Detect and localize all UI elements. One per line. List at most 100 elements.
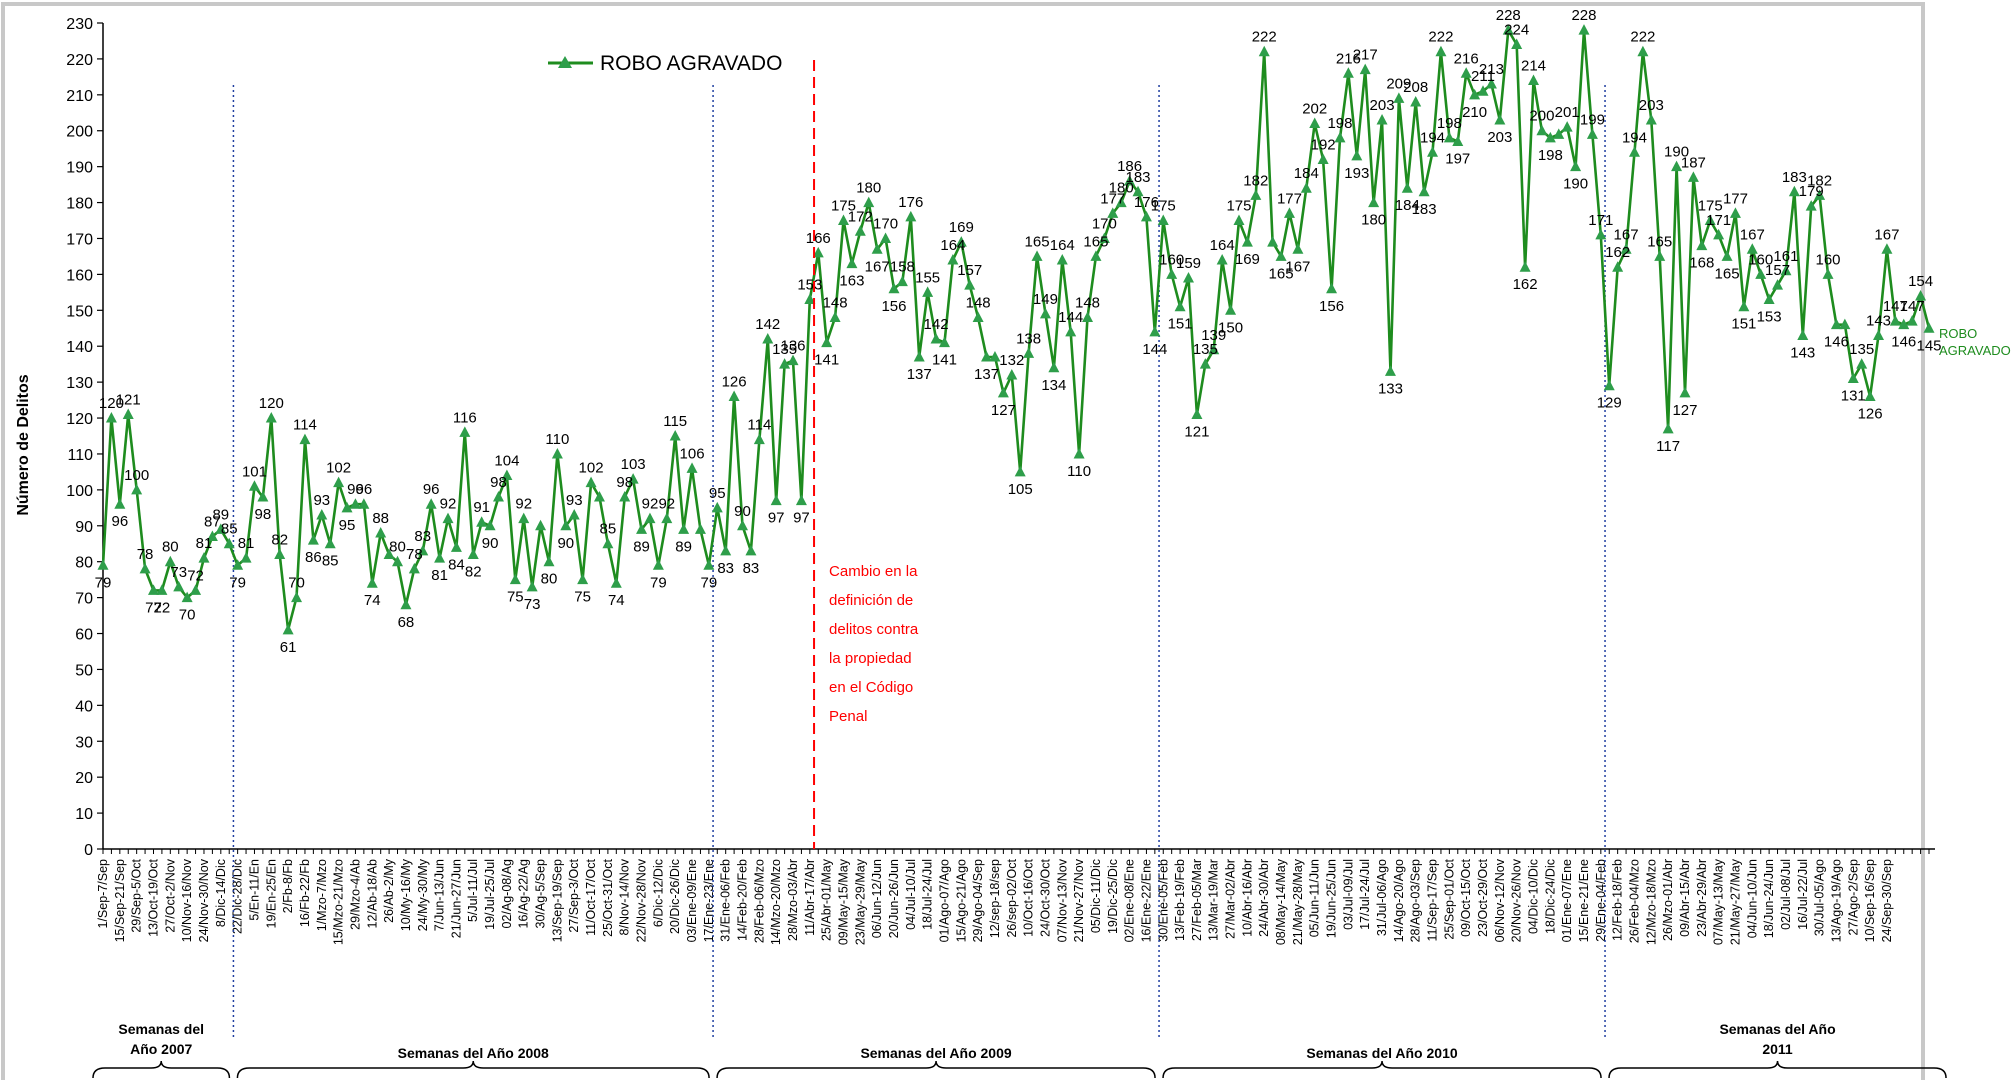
- data-point: [307, 534, 319, 545]
- data-point: [888, 282, 900, 294]
- data-label: 91: [473, 499, 490, 516]
- data-label: 177: [1723, 190, 1748, 207]
- data-point: [997, 386, 1009, 398]
- x-tick-label: 10/My-16/My: [399, 858, 413, 931]
- y-tick-label: 100: [66, 483, 93, 500]
- data-point: [1553, 128, 1565, 139]
- x-tick-label: 08/May-14/May: [1274, 858, 1288, 945]
- plot-frame: [1, 2, 1925, 1080]
- data-point: [1233, 214, 1245, 226]
- data-label: 216: [1454, 50, 1479, 67]
- x-tick-label: 29/Ago-04/Sep: [971, 859, 985, 942]
- data-point: [442, 512, 454, 524]
- data-label: 170: [1092, 215, 1117, 232]
- x-tick-label: 09/Oct-15/Oct: [1459, 858, 1473, 936]
- data-point: [1536, 124, 1548, 136]
- data-point: [1881, 243, 1893, 254]
- data-point: [947, 254, 959, 265]
- data-label: 183: [1412, 201, 1437, 218]
- data-point: [1687, 171, 1699, 182]
- data-label: 145: [1916, 337, 1941, 354]
- x-tick-label: 29/Sep-5/Oct: [130, 858, 144, 932]
- data-label: 61: [280, 639, 297, 656]
- x-tick-label: 13/Sep-19/Sep: [550, 859, 564, 942]
- data-label: 156: [881, 298, 906, 315]
- data-label: 92: [642, 496, 659, 513]
- x-tick-label: 10/Abr-16/Abr: [1240, 859, 1254, 937]
- x-tick-label: 10/Oct-16/Oct: [1022, 858, 1036, 936]
- data-point: [1620, 243, 1632, 254]
- data-point: [636, 523, 648, 534]
- x-tick-label: 24/Abr-30/Abr: [1257, 859, 1271, 937]
- data-point: [1923, 322, 1935, 333]
- x-tick-label: 28/Feb-06/Mzo: [752, 859, 766, 943]
- data-label: 96: [423, 481, 440, 498]
- data-point: [678, 523, 690, 534]
- year-label: Semanas del Año: [1719, 1021, 1835, 1037]
- x-tick-label: 30/Jul-05/Ago: [1813, 859, 1827, 936]
- data-label: 176: [1134, 194, 1159, 211]
- data-point: [1107, 207, 1119, 218]
- data-point: [1368, 196, 1380, 208]
- data-point: [1898, 318, 1910, 330]
- data-point: [1334, 131, 1346, 143]
- series-robo-agravado: [97, 24, 1935, 635]
- data-point: [173, 580, 185, 592]
- x-tick-label: 14/Ago-20/Ago: [1392, 859, 1406, 942]
- x-tick-label: 5/En-11/En: [247, 859, 261, 921]
- data-label: 85: [322, 553, 339, 570]
- data-point: [1342, 67, 1354, 78]
- data-label: 121: [1184, 423, 1209, 440]
- data-label: 153: [1757, 309, 1782, 326]
- data-point: [593, 491, 605, 502]
- data-point: [1199, 358, 1211, 369]
- data-label: 117: [1656, 438, 1680, 455]
- data-label: 148: [823, 294, 848, 311]
- data-point: [131, 483, 143, 495]
- data-label: 165: [1647, 233, 1672, 250]
- x-tick-label: 20/Dic-26/Dic: [668, 859, 682, 934]
- data-label: 165: [1025, 233, 1050, 250]
- end-label-line: AGRAVADO: [1939, 343, 2011, 358]
- data-label: 164: [1210, 237, 1235, 254]
- data-label: 172: [848, 208, 873, 225]
- data-label: 170: [873, 215, 898, 232]
- data-point: [1351, 149, 1363, 161]
- data-label: 115: [663, 413, 687, 430]
- data-label: 79: [229, 574, 246, 591]
- y-tick-label: 160: [66, 267, 93, 284]
- x-tick-label: 25/Abr-01/May: [820, 858, 834, 941]
- data-point: [720, 544, 732, 556]
- data-label: 127: [991, 402, 1016, 419]
- year-label: Semanas del Año 2009: [860, 1045, 1011, 1061]
- data-point: [1326, 282, 1338, 294]
- y-tick-label: 10: [75, 806, 93, 823]
- data-point: [450, 541, 462, 552]
- data-label: 154: [1908, 273, 1933, 290]
- data-point: [341, 501, 353, 513]
- data-point: [1098, 232, 1110, 243]
- data-label: 135: [1849, 341, 1874, 358]
- year-label: Año 2007: [130, 1041, 192, 1057]
- x-tick-label: 16/Fb-22/Fb: [298, 859, 312, 927]
- data-label: 81: [238, 535, 255, 552]
- data-label: 92: [515, 496, 532, 513]
- data-label: 83: [717, 560, 734, 577]
- data-point: [164, 555, 176, 567]
- data-label: 139: [1201, 327, 1226, 344]
- x-tick-label: 16/Ag-22/Ag: [517, 859, 531, 929]
- data-label: 90: [734, 503, 751, 520]
- data-label: 202: [1302, 101, 1327, 118]
- data-label: 157: [957, 262, 982, 279]
- year-brace: [716, 1060, 1156, 1079]
- x-tick-label: 12/Feb-18/Feb: [1611, 859, 1625, 941]
- x-tick-label: 24/Sep-30/Sep: [1880, 859, 1894, 942]
- data-point: [543, 555, 555, 567]
- x-tick-label: 15/Ene-21/Ene: [1577, 859, 1591, 942]
- data-label: 90: [482, 535, 499, 552]
- x-tick-label: 23/Oct-29/Oct: [1476, 858, 1490, 936]
- annotation-text: Penal: [829, 708, 867, 725]
- data-point: [492, 491, 504, 502]
- data-label: 151: [1731, 316, 1756, 333]
